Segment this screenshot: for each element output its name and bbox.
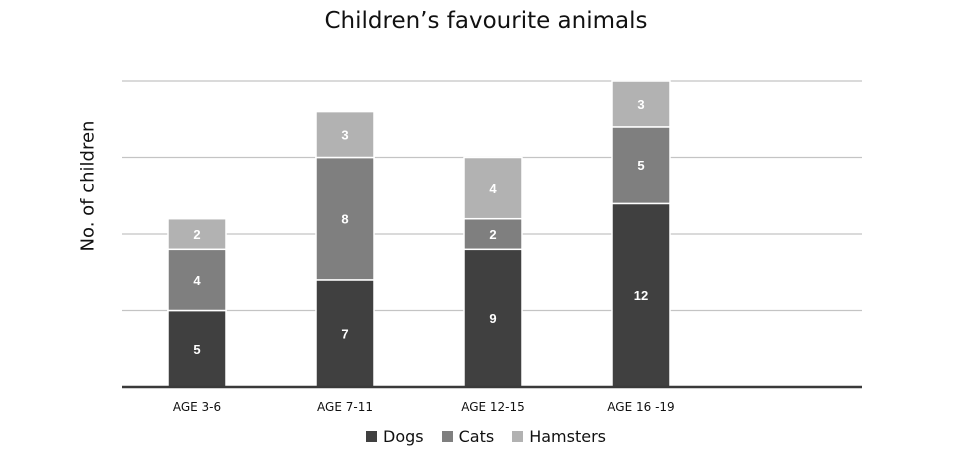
bar-segment	[463, 248, 523, 388]
bar-segment	[167, 248, 227, 312]
data-label: 3	[341, 128, 348, 143]
legend-label: Dogs	[383, 427, 424, 446]
data-label: 8	[341, 212, 348, 227]
data-label: 4	[489, 181, 497, 196]
bar-segment	[463, 156, 523, 220]
x-tick-label: AGE 12-15	[461, 400, 525, 414]
x-tick-label: AGE 16 -19	[607, 400, 674, 414]
bar-segment	[315, 279, 375, 388]
legend-item: Dogs	[366, 427, 424, 446]
data-label: 2	[489, 227, 496, 242]
bar-segment	[315, 110, 375, 159]
legend-swatch	[512, 431, 524, 442]
data-label: 5	[193, 342, 200, 357]
data-label: 4	[193, 273, 201, 288]
data-label: 7	[341, 326, 348, 341]
legend-label: Hamsters	[529, 427, 606, 446]
data-label: 2	[193, 227, 200, 242]
data-label: 12	[634, 288, 648, 303]
bar-segment	[167, 217, 227, 251]
x-tick-label: AGE 7-11	[317, 400, 373, 414]
bar-segment	[611, 80, 671, 128]
data-label: 9	[489, 311, 496, 326]
legend-item: Hamsters	[512, 427, 606, 446]
bar-segment	[315, 156, 375, 281]
data-label: 5	[637, 158, 644, 173]
legend-item: Cats	[441, 427, 495, 446]
legend-swatch	[441, 431, 453, 442]
legend: Dogs Cats Hamsters	[0, 427, 972, 446]
legend-swatch	[366, 431, 377, 442]
bar-segment	[611, 126, 671, 205]
data-label: 3	[637, 97, 644, 112]
chart-title: Children’s favourite animals	[324, 8, 648, 34]
bar-segment	[463, 217, 523, 251]
legend-label: Cats	[458, 427, 495, 446]
x-tick-label: AGE 3-6	[173, 400, 221, 414]
bar-segment	[611, 202, 671, 388]
